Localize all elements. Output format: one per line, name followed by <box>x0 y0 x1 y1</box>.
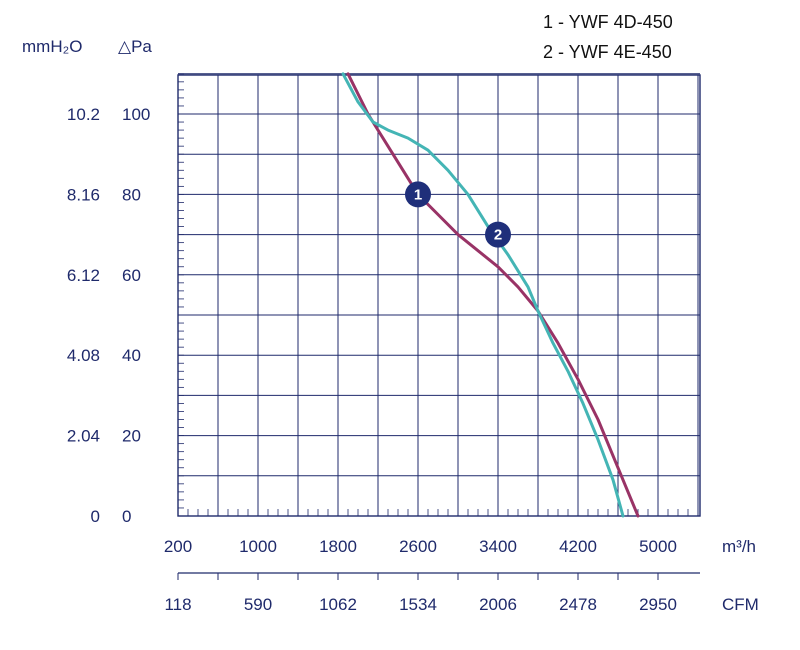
plot-frame <box>177 74 701 517</box>
y-mm-tick-label: 10.2 <box>67 105 100 124</box>
series-marker-1 <box>405 181 431 208</box>
x-cfm-tick-label: 1062 <box>319 595 357 614</box>
x-m3h-tick-label: 2600 <box>399 537 437 556</box>
x-m3h-tick-label: 5000 <box>639 537 677 556</box>
x-m3h-unit: m³/h <box>722 537 756 556</box>
x-m3h-tick-label: 3400 <box>479 537 517 556</box>
y-axis-left-label: mmH₂O <box>22 37 82 56</box>
y-pa-tick-label: 60 <box>122 266 141 285</box>
x-cfm-tick-label: 2006 <box>479 595 517 614</box>
x-m3h-tick-label: 1000 <box>239 537 277 556</box>
y-mm-tick-label: 4.08 <box>67 346 100 365</box>
x-cfm-tick-label: 1534 <box>399 595 437 614</box>
x-cfm-tick-label: 2950 <box>639 595 677 614</box>
x-cfm-tick-label: 118 <box>164 595 191 614</box>
y-mm-tick-label: 0 <box>91 507 100 526</box>
y-mm-tick-label: 8.16 <box>67 185 100 204</box>
x-cfm-unit: CFM <box>722 595 759 614</box>
y-pa-tick-label: 40 <box>122 346 141 365</box>
y-mm-tick-label: 6.12 <box>67 266 100 285</box>
y-pa-tick-label: 0 <box>122 507 131 526</box>
x-m3h-tick-label: 4200 <box>559 537 597 556</box>
legend-entry-2: 2 - YWF 4E-450 <box>543 42 672 62</box>
curve-markers: 12 <box>405 181 511 248</box>
x-cfm-tick-label: 590 <box>244 595 272 614</box>
x-cfm-tick-label: 2478 <box>559 595 597 614</box>
series-line-1 <box>346 72 640 518</box>
grid <box>177 73 701 517</box>
series-marker-label-2: 2 <box>494 227 502 244</box>
legend-entry-1: 1 - YWF 4D-450 <box>543 12 673 32</box>
y-pa-tick-label: 80 <box>122 185 141 204</box>
y-pa-tick-label: 100 <box>122 105 150 124</box>
y-axis-right-label: △Pa <box>118 37 152 56</box>
series-marker-label-1: 1 <box>414 186 422 203</box>
curves <box>341 72 640 518</box>
series-marker-2 <box>485 221 511 248</box>
x-m3h-tick-label: 1800 <box>319 537 357 556</box>
y-mm-tick-label: 2.04 <box>67 427 100 446</box>
y-pa-tick-label: 20 <box>122 427 141 446</box>
x-m3h-tick-label: 200 <box>164 537 192 556</box>
